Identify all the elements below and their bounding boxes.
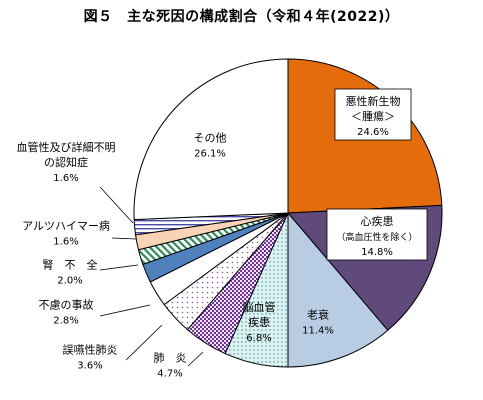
slice-label-腎不全-7: 腎 不 全 2.0%: [43, 258, 98, 287]
leader-line-血管性及び詳細不明: [99, 186, 134, 224]
pie-slice-その他-11: [133, 58, 289, 221]
slice-label-不慮の事故-6: 不慮の事故 2.8%: [39, 298, 94, 327]
label-box-心疾患: [326, 208, 428, 261]
slice-label-肺炎-4: 肺 炎 4.7%: [154, 352, 187, 380]
chart-title: 図５ 主な死因の構成割合（令和４年(2022)）: [83, 9, 400, 25]
slice-label-心疾患-1: 心疾患（高血圧性を除く） 14.8%: [336, 214, 417, 258]
slice-label-アルツハイマー病-9: アルツハイマー病 1.6%: [22, 219, 110, 248]
slice-label-その他-11: その他 26.1%: [194, 132, 227, 160]
leader-line-腎不全: [99, 264, 139, 271]
slice-label-誤嚥性肺炎-5: 誤嚥性肺炎 3.6%: [63, 343, 118, 372]
slice-label-血管性及び詳細不明-10: 血管性及び詳細不明の認知症 1.6%: [17, 140, 116, 184]
pie-slice-老衰-2: [287, 211, 389, 368]
leader-line-肺炎: [187, 351, 204, 367]
leader-line-不慮の事故: [99, 304, 151, 317]
slice-label-悪性新生物-0: 悪性新生物＜腫瘍＞ 24.6%: [346, 94, 401, 138]
leader-line-アルツハイマー病: [111, 237, 137, 240]
slice-label-脳血管-3: 脳血管疾患 6.8%: [243, 300, 276, 344]
label-box-悪性新生物: [334, 88, 412, 141]
slice-label-老衰-2: 老衰 11.4%: [302, 308, 334, 337]
leader-line-誤嚥性肺炎: [125, 324, 163, 361]
